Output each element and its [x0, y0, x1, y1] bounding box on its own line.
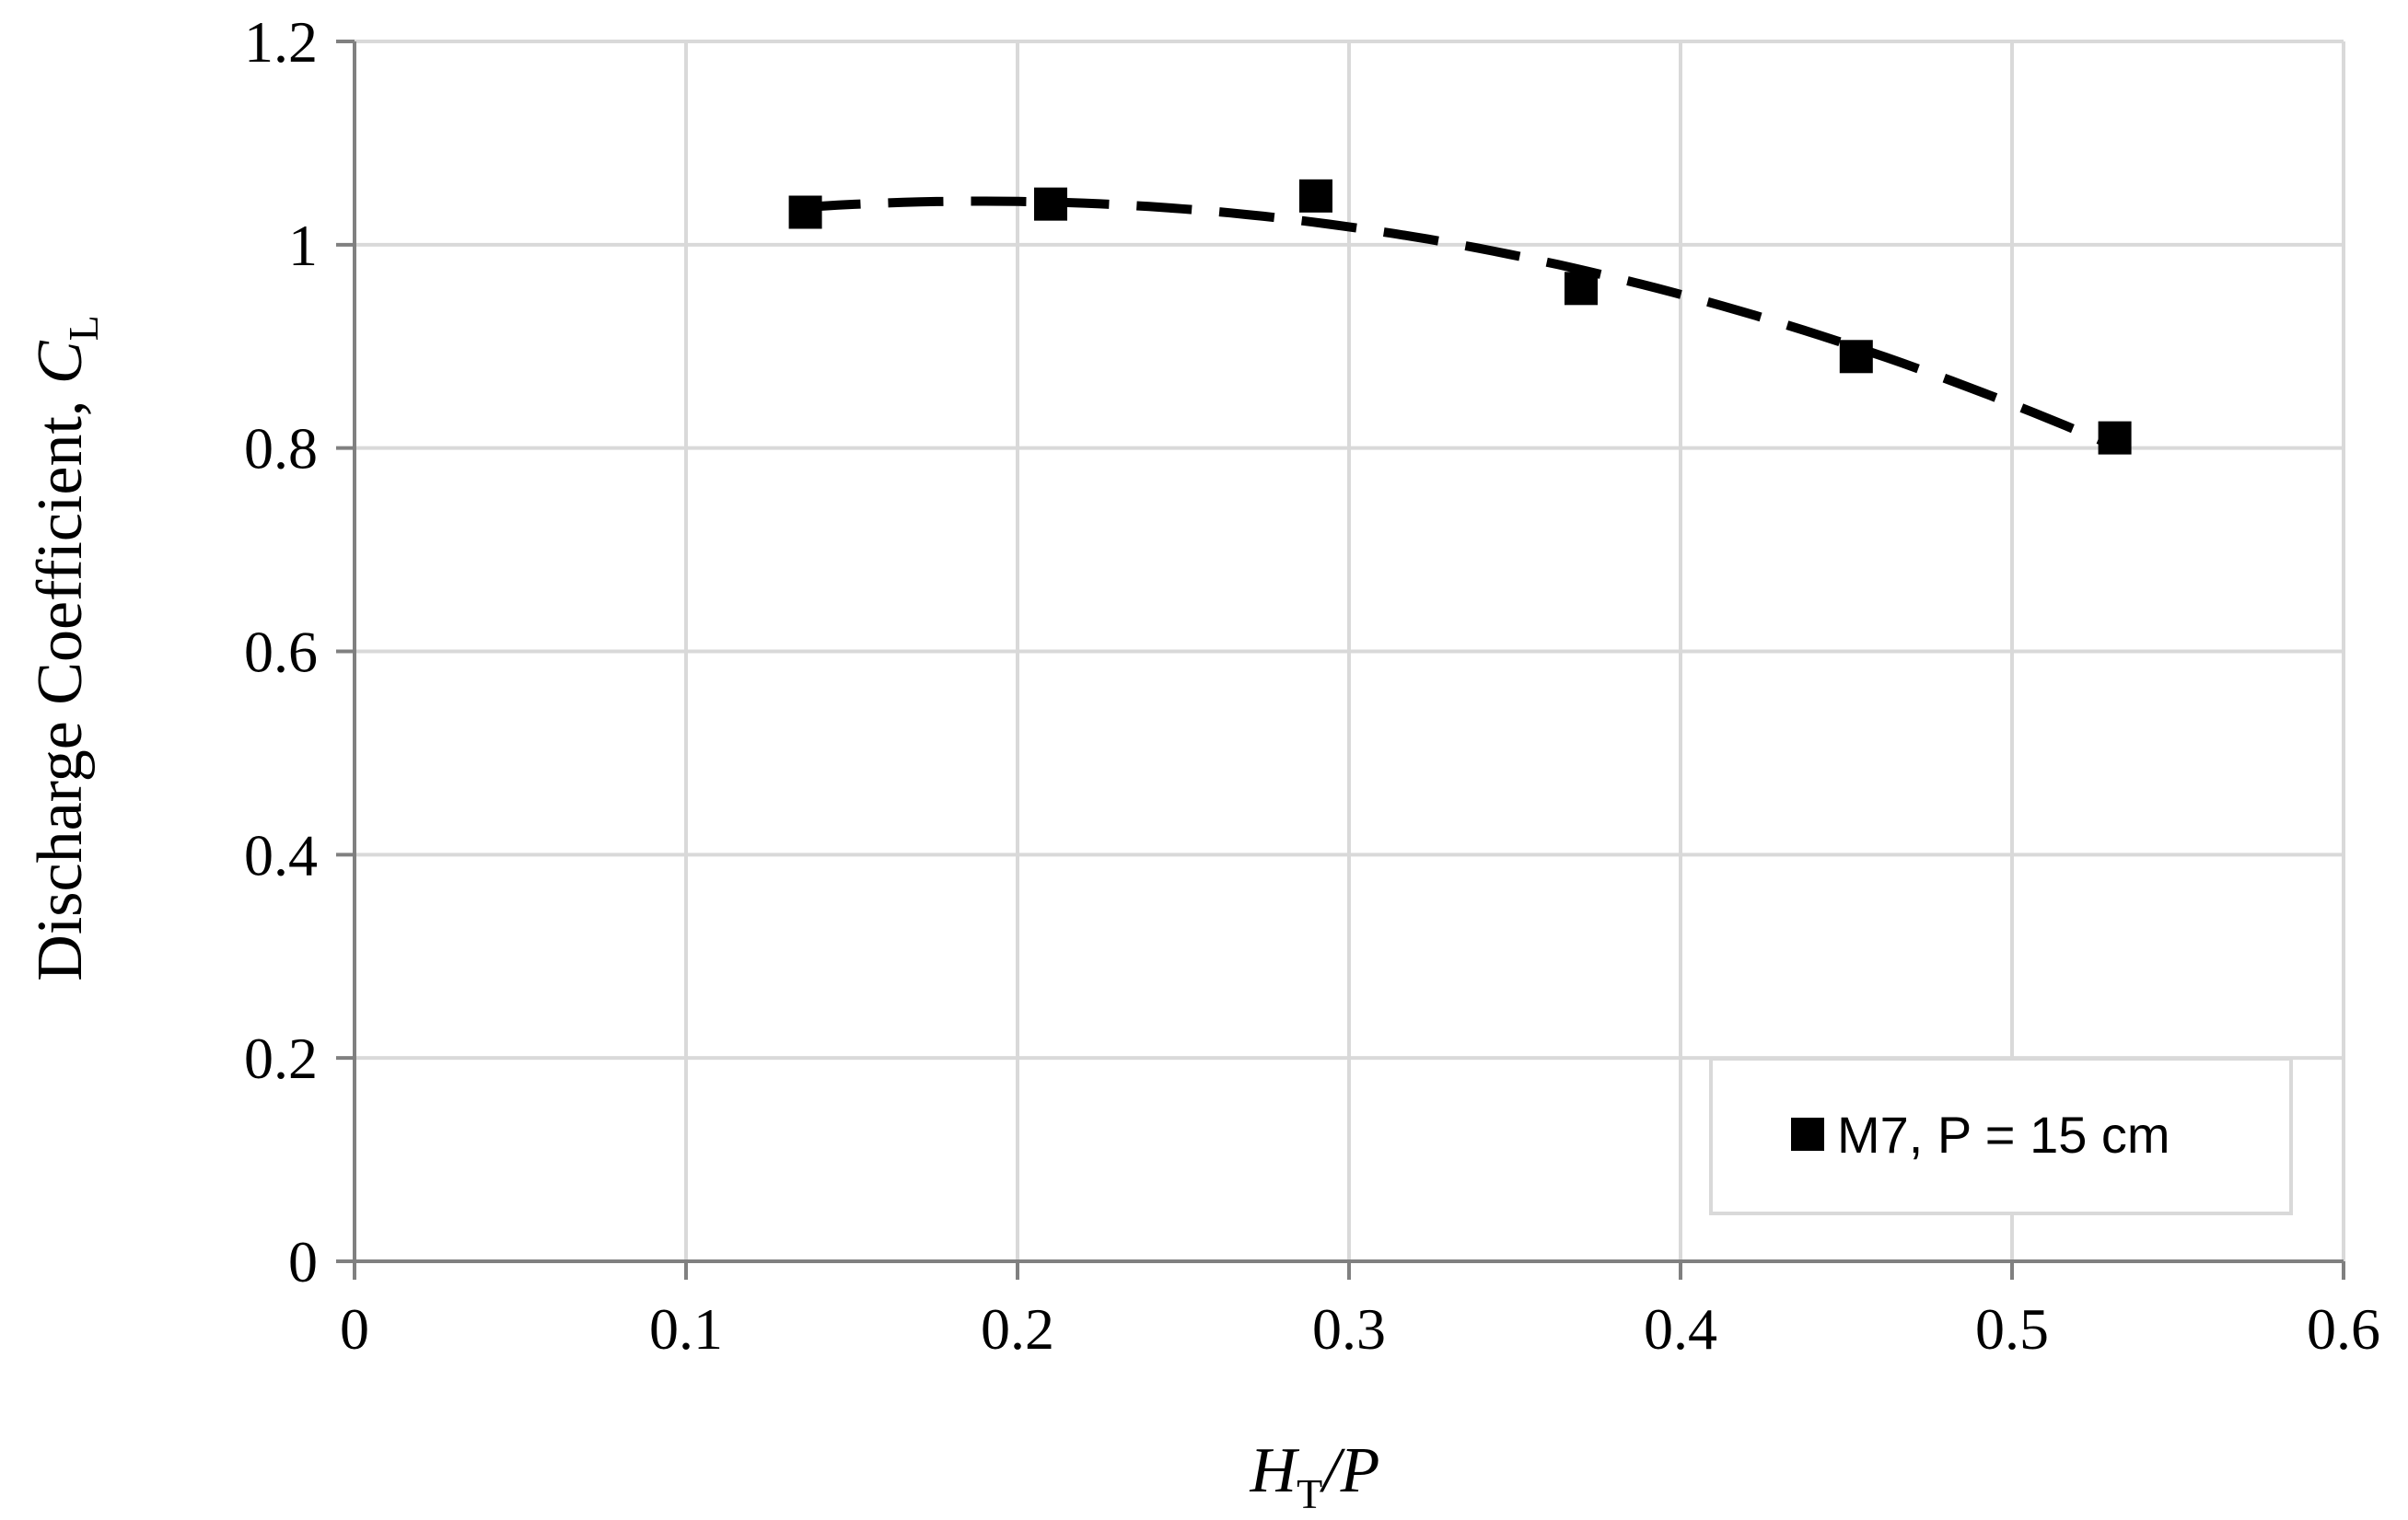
y-tick-label: 0.8 [244, 416, 318, 482]
x-tick-label: 0 [340, 1296, 369, 1362]
x-tick-label: 0.5 [1975, 1296, 2049, 1362]
y-tick-label: 0.4 [244, 822, 318, 888]
data-point-marker [788, 195, 822, 229]
legend-marker-square [1791, 1118, 1824, 1151]
tick-labels: 0 0.1 0.2 0.3 0.4 0.5 0.6 0 0.2 0.4 0.6 0.8 1 1.2 [244, 9, 2380, 1362]
trendline-dashed [805, 196, 2117, 451]
x-axis-title: HT/P [1250, 1435, 1380, 1517]
x-axis-title-main: H [1250, 1435, 1300, 1506]
y-axis-title: Discharge Coefficient, CL [25, 315, 107, 980]
y-tick-label: 1 [288, 213, 318, 278]
data-point-marker [1839, 340, 1873, 374]
data-point-marker [1565, 272, 1598, 306]
y-tick-label: 0.6 [244, 620, 318, 685]
data-point-marker [1034, 187, 1067, 221]
data-point-marker [1299, 179, 1332, 213]
trendline-layer [805, 196, 2117, 451]
y-axis-title-subscript: L [60, 315, 107, 341]
x-tick-label: 0.6 [2307, 1296, 2380, 1362]
markers [788, 179, 2132, 455]
x-tick-label: 0.2 [981, 1296, 1054, 1362]
legend: M7, P = 15 cm [1709, 1057, 2293, 1215]
x-axis-title-subscript: T [1297, 1470, 1322, 1517]
y-tick-label: 1.2 [244, 9, 318, 75]
legend-entry-label: M7, P = 15 cm [1837, 1106, 2170, 1164]
x-tick-label: 0.1 [649, 1296, 723, 1362]
grid [355, 40, 2345, 1261]
x-axis-title-suffix: /P [1319, 1435, 1379, 1506]
data-point-marker [2098, 421, 2132, 455]
y-axis-title-italic: C [25, 340, 96, 384]
x-tick-label: 0.4 [1644, 1296, 1717, 1362]
x-tick-label: 0.3 [1312, 1296, 1386, 1362]
y-tick-label: 0 [288, 1229, 318, 1294]
y-tick-label: 0.2 [244, 1026, 318, 1091]
axes [336, 40, 2345, 1280]
y-axis-title-main: Discharge Coefficient, [25, 384, 96, 981]
